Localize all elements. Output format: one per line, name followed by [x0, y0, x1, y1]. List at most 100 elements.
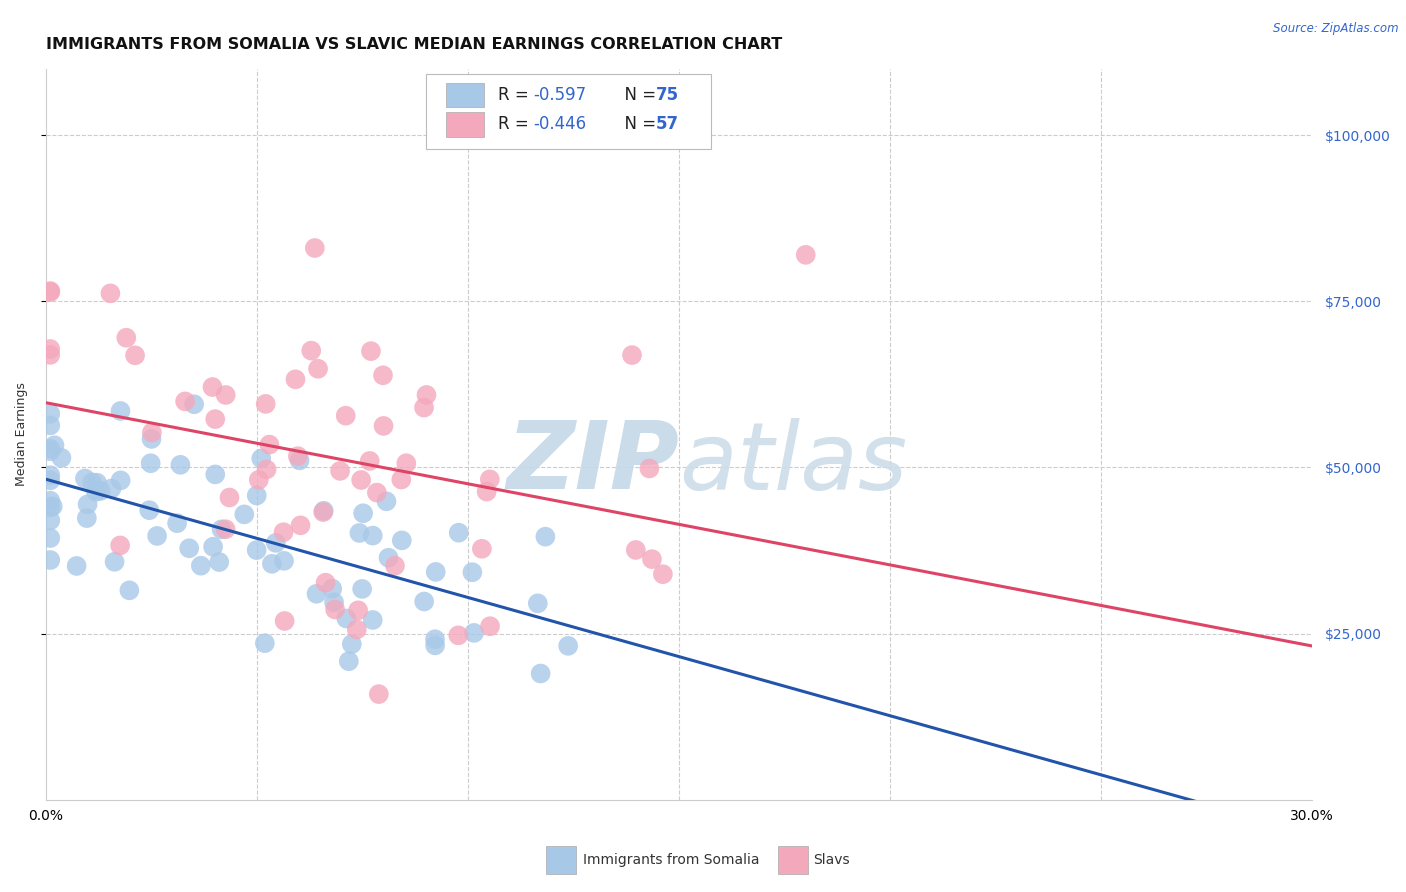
Point [39, 407, 62, 421]
Point [290, 518, 312, 533]
Point [377, 550, 399, 565]
Point [264, 536, 287, 550]
Point [557, 639, 579, 653]
Point [233, 508, 256, 522]
Point [141, 432, 163, 446]
Point [254, 397, 277, 411]
FancyBboxPatch shape [446, 112, 484, 136]
Point [305, 587, 328, 601]
Point [39, 553, 62, 567]
Point [273, 614, 295, 628]
Point [425, 565, 447, 579]
Point [100, 482, 122, 496]
Point [86, 475, 108, 490]
Text: Source: ZipAtlas.com: Source: ZipAtlas.com [1274, 22, 1399, 36]
Point [108, 538, 131, 552]
Point [39, 444, 62, 458]
Point [179, 541, 201, 556]
Point [208, 555, 231, 569]
Point [39, 348, 62, 362]
Point [304, 241, 326, 255]
Point [115, 331, 138, 345]
Point [44, 438, 66, 452]
Point [413, 401, 436, 415]
Point [329, 464, 352, 478]
Point [423, 639, 446, 653]
Point [624, 543, 647, 558]
Point [361, 528, 384, 542]
Point [103, 555, 125, 569]
Point [273, 554, 295, 568]
Point [169, 458, 191, 472]
Point [73, 471, 96, 485]
Point [359, 454, 381, 468]
Point [371, 368, 394, 383]
Text: N =: N = [614, 86, 662, 104]
Text: N =: N = [614, 115, 662, 133]
Point [124, 348, 146, 362]
Text: -0.446: -0.446 [533, 115, 586, 133]
Point [166, 516, 188, 531]
Point [315, 575, 337, 590]
Text: IMMIGRANTS FROM SOMALIA VS SLAVIC MEDIAN EARNINGS CORRELATION CHART: IMMIGRANTS FROM SOMALIA VS SLAVIC MEDIAN… [46, 37, 782, 53]
Point [246, 488, 269, 502]
Point [204, 467, 226, 482]
Point [463, 626, 485, 640]
Point [139, 456, 162, 470]
Point [346, 623, 368, 637]
Point [312, 505, 335, 519]
Point [76, 497, 98, 511]
Text: -0.597: -0.597 [533, 86, 586, 104]
Point [323, 595, 346, 609]
Point [395, 456, 418, 470]
Point [471, 541, 494, 556]
Point [100, 286, 122, 301]
Point [288, 453, 311, 467]
Point [84, 484, 107, 499]
Point [39, 493, 62, 508]
Point [360, 344, 382, 359]
Point [39, 342, 62, 356]
Point [39, 418, 62, 433]
Point [621, 348, 644, 362]
Point [335, 409, 357, 423]
Point [384, 558, 406, 573]
Point [423, 632, 446, 647]
FancyBboxPatch shape [446, 83, 484, 108]
Text: 57: 57 [657, 115, 679, 133]
Point [651, 567, 673, 582]
Point [204, 412, 226, 426]
Point [256, 462, 278, 476]
Point [39, 500, 62, 515]
Point [183, 397, 205, 411]
Point [214, 522, 236, 536]
Text: R =: R = [498, 86, 534, 104]
Point [247, 473, 270, 487]
Point [138, 503, 160, 517]
Point [174, 394, 197, 409]
Point [340, 637, 363, 651]
Point [110, 474, 132, 488]
Point [375, 494, 398, 508]
Point [527, 596, 550, 610]
Point [312, 504, 335, 518]
Point [299, 343, 322, 358]
Point [794, 248, 817, 262]
Point [352, 506, 374, 520]
Text: R =: R = [498, 115, 534, 133]
Point [90, 483, 112, 498]
Point [367, 687, 389, 701]
Point [76, 511, 98, 525]
Point [391, 533, 413, 548]
Point [447, 525, 470, 540]
Y-axis label: Median Earnings: Median Earnings [15, 383, 28, 486]
Point [478, 472, 501, 486]
Point [260, 557, 283, 571]
Point [284, 372, 307, 386]
Point [39, 473, 62, 487]
Point [350, 473, 373, 487]
Point [366, 485, 388, 500]
Point [638, 461, 661, 475]
Point [337, 654, 360, 668]
FancyBboxPatch shape [426, 74, 710, 149]
